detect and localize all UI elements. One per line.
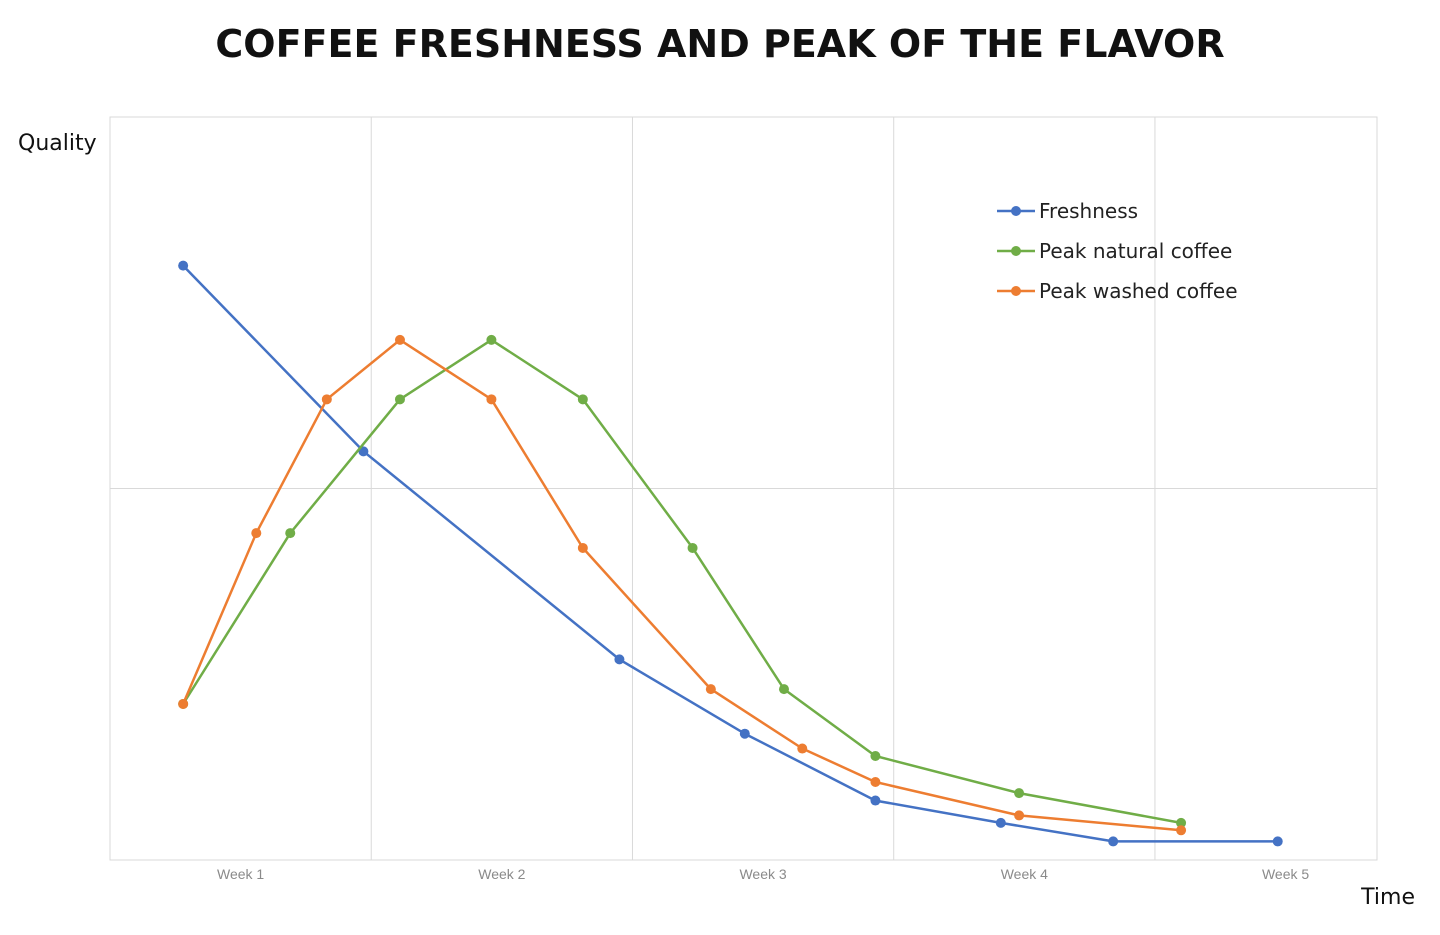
legend-label: Peak natural coffee: [1039, 239, 1232, 263]
data-point: [739, 728, 750, 739]
chart-title: COFFEE FRESHNESS AND PEAK OF THE FLAVOR: [215, 22, 1224, 66]
data-point: [1272, 836, 1283, 847]
series-line: [182, 338, 1182, 825]
data-point: [1014, 810, 1025, 821]
data-point: [870, 795, 881, 806]
data-point: [1176, 825, 1187, 836]
data-point: [1176, 817, 1187, 828]
data-point: [577, 542, 588, 553]
x-tick-labels: Week 1 Week 2 Week 3 Week 4 Week 5: [217, 866, 1309, 882]
data-point: [1108, 836, 1119, 847]
y-axis-title: Quality: [18, 131, 97, 156]
series-line: [181, 338, 1182, 832]
x-axis-title: Time: [1360, 885, 1415, 910]
data-point: [705, 684, 716, 695]
data-point: [285, 528, 296, 539]
data-point: [870, 776, 881, 787]
x-tick-label: Week 1: [217, 866, 264, 882]
data-point: [321, 394, 332, 405]
data-point: [797, 743, 808, 754]
series-freshness: [178, 260, 1283, 847]
data-point: [614, 654, 625, 665]
gridlines: [110, 117, 1377, 860]
legend-swatch-marker: [1011, 286, 1021, 296]
series-lines: [178, 260, 1283, 847]
data-point: [995, 817, 1006, 828]
x-tick-label: Week 4: [1001, 866, 1048, 882]
series-line: [182, 264, 1278, 843]
data-point: [251, 528, 262, 539]
x-tick-label: Week 2: [478, 866, 525, 882]
series-peak-washed-coffee: [178, 334, 1187, 836]
legend-label: Peak washed coffee: [1039, 279, 1238, 303]
data-point: [486, 394, 497, 405]
legend-swatch-marker: [1011, 246, 1021, 256]
data-point: [394, 334, 405, 345]
data-point: [486, 334, 497, 345]
x-tick-label: Week 3: [739, 866, 786, 882]
data-point: [577, 394, 588, 405]
data-point: [394, 394, 405, 405]
data-point: [178, 698, 189, 709]
legend-swatch-marker: [1011, 206, 1021, 216]
legend: Freshness Peak natural coffee Peak washed …: [997, 199, 1238, 303]
data-point: [778, 684, 789, 695]
plot-area-border: [109, 116, 1378, 861]
series-peak-natural-coffee: [178, 334, 1187, 828]
legend-item: Peak natural coffee: [997, 239, 1232, 263]
legend-item: Freshness: [997, 199, 1138, 223]
legend-label: Freshness: [1039, 199, 1138, 223]
data-point: [178, 260, 189, 271]
x-tick-label: Week 5: [1262, 866, 1309, 882]
data-point: [1014, 788, 1025, 799]
legend-item: Peak washed coffee: [997, 279, 1238, 303]
data-point: [687, 542, 698, 553]
data-point: [870, 750, 881, 761]
